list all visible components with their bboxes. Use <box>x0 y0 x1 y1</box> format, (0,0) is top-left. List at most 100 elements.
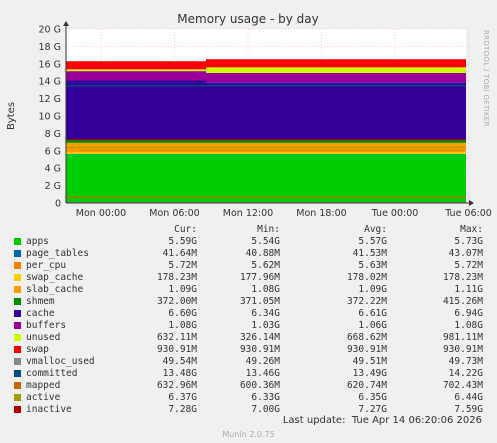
legend-cur-value: 1.08G <box>168 320 197 331</box>
y-tick-label: 18 G <box>39 42 61 53</box>
area-buffers <box>66 71 466 83</box>
legend-series-name: buffers <box>26 320 67 331</box>
legend-max-value: 6.94G <box>454 308 483 319</box>
area-swap <box>66 59 466 70</box>
x-tick-label: Tue 06:00 <box>444 208 492 219</box>
legend-max-value: 6.44G <box>454 392 483 403</box>
header-avg: Avg: <box>364 224 387 235</box>
y-tick-label: 14 G <box>39 77 61 88</box>
legend-max-value: 1.11G <box>454 284 483 295</box>
legend-cur-value: 41.64M <box>162 248 197 259</box>
legend-row-swap: swap 930.91M 930.91M 930.91M 930.91M <box>12 344 483 356</box>
legend-min-value: 6.34G <box>251 308 280 319</box>
y-tick-label: 12 G <box>39 94 61 105</box>
legend-swatch <box>14 334 21 341</box>
legend-min-value: 1.03G <box>251 320 280 331</box>
legend-min-value: 177.96M <box>239 272 280 283</box>
legend-row-committed: committed 13.48G 13.46G 13.49G 14.22G <box>12 368 483 380</box>
legend-cur-value: 372.00M <box>156 296 197 307</box>
legend-swatch <box>14 406 21 413</box>
y-tick-label: 20 G <box>39 25 61 36</box>
legend-swatch <box>14 310 21 317</box>
legend-max-value: 49.73M <box>448 356 483 367</box>
legend-avg-value: 1.06G <box>358 320 387 331</box>
legend-min-value: 13.46G <box>245 368 280 379</box>
legend-cur-value: 49.54M <box>162 356 197 367</box>
legend-series-name: inactive <box>26 404 72 415</box>
legend-avg-value: 6.61G <box>358 308 387 319</box>
legend-cur-value: 632.96M <box>156 380 197 391</box>
legend-series-name: cache <box>26 308 55 319</box>
area-swap_cache <box>66 152 466 154</box>
legend-avg-value: 49.51M <box>352 356 387 367</box>
legend-cur-value: 13.48G <box>162 368 197 379</box>
legend-cur-value: 632.11M <box>156 332 197 343</box>
legend-series-name: unused <box>26 332 61 343</box>
legend-swatch <box>14 346 21 353</box>
legend-swatch <box>14 262 21 269</box>
legend-series-name: per_cpu <box>26 260 67 271</box>
legend-series-name: shmem <box>26 296 55 307</box>
legend-max-value: 5.73G <box>454 236 483 247</box>
legend-swatch <box>14 286 21 293</box>
legend-swatch <box>14 250 21 257</box>
legend-min-value: 930.91M <box>239 344 280 355</box>
legend-avg-value: 178.02M <box>346 272 387 283</box>
y-tick-labels: 0 2 G 4 G 6 G 8 G 10 G 12 G 14 G 16 G 18 G 20 G <box>39 25 61 210</box>
legend-series-name: mapped <box>26 380 61 391</box>
legend-swatch <box>14 370 21 377</box>
legend-swatch <box>14 238 21 245</box>
legend-avg-value: 5.57G <box>358 236 387 247</box>
y-axis-arrow <box>63 21 69 26</box>
legend-max-value: 7.59G <box>454 404 483 415</box>
legend-min-value: 40.88M <box>245 248 280 259</box>
legend-series-name: vmalloc_used <box>26 356 95 367</box>
legend-cur-value: 6.37G <box>168 392 197 403</box>
legend-swatch <box>14 394 21 401</box>
x-tick-labels: Mon 00:00 Mon 06:00 Mon 12:00 Mon 18:00 Tue … <box>76 208 492 219</box>
legend-min-value: 5.62M <box>251 260 280 271</box>
legend-max-value: 14.22G <box>448 368 483 379</box>
area-unused <box>66 67 466 73</box>
legend-series-name: apps <box>26 236 49 247</box>
legend-row-inactive: inactive 7.28G 7.00G 7.27G 7.59G <box>12 404 483 416</box>
x-axis-arrow <box>469 200 474 206</box>
legend-swatch <box>14 274 21 281</box>
last-update: Last update: Tue Apr 14 06:20:06 2026 <box>282 415 482 426</box>
legend-row-buffers: buffers 1.08G 1.03G 1.06G 1.08G <box>12 320 483 332</box>
legend-swatch <box>14 298 21 305</box>
legend-max-value: 1.08G <box>454 320 483 331</box>
legend-min-value: 600.36M <box>239 380 280 391</box>
chart-title: Memory usage - by day <box>177 12 318 26</box>
header-min: Min: <box>257 224 280 235</box>
y-tick-label: 10 G <box>39 112 61 123</box>
legend-swatch <box>14 382 21 389</box>
legend-row-unused: unused 632.11M 326.14M 668.62M 981.11M <box>12 332 483 344</box>
legend-swatch <box>14 322 21 329</box>
legend-max-value: 178.23M <box>442 272 483 283</box>
legend-min-value: 326.14M <box>239 332 280 343</box>
legend-avg-value: 668.62M <box>346 332 387 343</box>
legend-series-name: active <box>26 392 61 403</box>
legend-max-value: 930.91M <box>442 344 483 355</box>
legend-max-value: 43.07M <box>448 248 483 259</box>
x-tick-label: Tue 00:00 <box>371 208 419 219</box>
legend-row-page_tables: page_tables 41.64M 40.88M 41.53M 43.07M <box>12 248 483 260</box>
legend-min-value: 1.08G <box>251 284 280 295</box>
area-shmem <box>66 139 466 143</box>
legend-header: Cur: Min: Avg: Max: <box>12 224 483 236</box>
legend-min-value: 371.05M <box>239 296 280 307</box>
legend-avg-value: 930.91M <box>346 344 387 355</box>
legend-row-apps: apps 5.59G 5.54G 5.57G 5.73G <box>12 236 483 248</box>
legend-cur-value: 6.60G <box>168 308 197 319</box>
x-tick-label: Mon 00:00 <box>76 208 126 219</box>
legend-cur-value: 5.59G <box>168 236 197 247</box>
legend-min-value: 5.54G <box>251 236 280 247</box>
area-cache <box>66 80 466 140</box>
legend-row-vmalloc_used: vmalloc_used 49.54M 49.26M 49.51M 49.73M <box>12 356 483 368</box>
stacked-areas <box>66 59 466 203</box>
legend-row-slab_cache: slab_cache 1.09G 1.08G 1.09G 1.11G <box>12 284 483 296</box>
y-tick-label: 2 G <box>45 181 61 192</box>
legend-series-name: swap_cache <box>26 272 84 283</box>
legend-avg-value: 5.63M <box>358 260 387 271</box>
